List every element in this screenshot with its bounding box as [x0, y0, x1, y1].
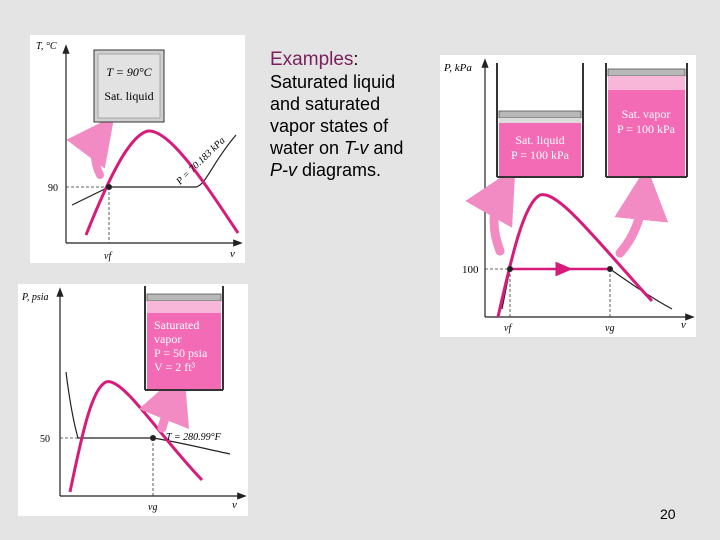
pv-psia-y-axis-label: P, psia	[21, 292, 49, 303]
pv-psia-state-point	[150, 435, 156, 441]
pv-water-cylinder-vapor: Sat. vapor P = 100 kPa	[605, 63, 688, 178]
pv-water-diagram: P, kPa v 100 vf vg Sat. liquid P =	[443, 58, 695, 334]
tv-vf-label: vf	[104, 251, 112, 262]
caption-line-3: vapor states of	[270, 116, 389, 136]
pv-psia-cyl-line2: vapor	[154, 332, 181, 346]
tv-x-axis-label: v	[230, 248, 235, 260]
pv-water-pink-arrow-left	[465, 167, 516, 256]
caption-line-5: P-v diagrams.	[270, 160, 382, 180]
pv-water-saturation-dome	[496, 193, 654, 318]
pv-psia-cylinder: Saturated vapor P = 50 psia V = 2 ft³	[144, 286, 224, 391]
pv-water-cyl1-line1: Sat. liquid	[515, 133, 564, 147]
pv-water-pink-arrow-right	[614, 166, 669, 258]
caption-line-4: water on T-v and	[270, 138, 404, 158]
pv-water-panel: P, kPa v 100 vf vg Sat. liquid P =	[440, 55, 696, 337]
tv-diagram: T, °C v 90 vf P = 70.183 kPa T = 90°C Sa…	[36, 41, 243, 262]
pv-psia-pink-arrow	[138, 368, 190, 433]
tv-box-line1: T = 90°C	[106, 65, 152, 79]
tv-y-axis-label: T, °C	[36, 41, 57, 52]
pv-water-tick-100: 100	[462, 264, 479, 276]
pv-psia-isotherm	[65, 371, 231, 455]
caption-line-1: Saturated liquid	[270, 72, 396, 92]
pv-water-point-g	[607, 266, 613, 272]
pv-water-cyl1-line2: P = 100 kPa	[511, 148, 570, 162]
caption-heading-colon: :	[353, 49, 359, 69]
caption-line-2: and saturated	[270, 94, 381, 114]
pv-water-vf-label: vf	[504, 323, 512, 334]
pv-water-cyl2-line1: Sat. vapor	[622, 107, 671, 121]
pv-psia-cyl-line3: P = 50 psia	[154, 346, 208, 360]
slide-caption: Examples: Saturated liquid and saturated…	[270, 48, 440, 181]
pv-psia-x-axis-label: v	[232, 499, 237, 511]
pv-psia-tick-50: 50	[40, 434, 50, 445]
tv-state-point	[106, 184, 112, 190]
tv-saturation-dome	[84, 129, 240, 236]
pv-water-x-axis-label: v	[681, 319, 686, 331]
page-number: 20	[660, 506, 676, 522]
pv-psia-panel: P, psia v 50 vg T = 280.99°F Saturated v…	[18, 284, 248, 516]
tv-box-line2: Sat. liquid	[104, 89, 153, 103]
pv-water-y-axis-label: P, kPa	[443, 62, 472, 74]
pv-psia-diagram: P, psia v 50 vg T = 280.99°F Saturated v…	[21, 286, 247, 513]
pv-psia-vg-label: vg	[148, 502, 157, 513]
pv-psia-cyl-line1: Saturated	[154, 318, 199, 332]
tv-pink-arrow	[66, 115, 115, 179]
pv-psia-isotherm-label: T = 280.99°F	[166, 432, 222, 443]
pv-water-vg-label: vg	[605, 323, 614, 334]
tv-diagram-panel: T, °C v 90 vf P = 70.183 kPa T = 90°C Sa…	[30, 35, 245, 263]
tv-tick-90: 90	[48, 183, 58, 194]
pv-psia-cyl-line4: V = 2 ft³	[154, 360, 196, 374]
tv-isobar-line	[71, 134, 237, 206]
caption-heading: Examples	[270, 49, 354, 70]
pv-water-cyl2-line2: P = 100 kPa	[617, 122, 676, 136]
pv-water-point-f	[507, 266, 513, 272]
pv-psia-saturation-dome	[68, 380, 204, 493]
pv-water-cylinder-liquid: Sat. liquid P = 100 kPa	[496, 63, 584, 178]
